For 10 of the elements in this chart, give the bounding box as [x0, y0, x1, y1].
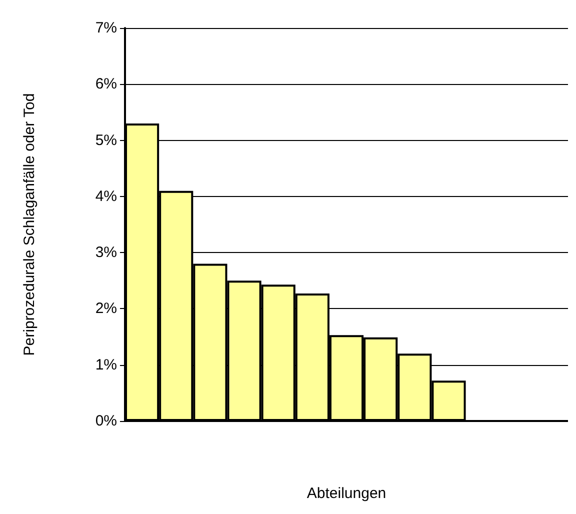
y-tick-label: 1%	[95, 356, 117, 374]
y-tick-label: 4%	[95, 188, 117, 205]
y-tick-label: 7%	[95, 20, 117, 36]
y-tick-label: 5%	[95, 132, 117, 149]
y-tick-label: 3%	[95, 244, 117, 262]
y-tick-label: 2%	[95, 300, 117, 318]
x-axis-title: Abteilungen	[306, 485, 386, 502]
y-tick-label: 0%	[95, 412, 117, 430]
y-tick-label: 6%	[95, 76, 117, 93]
y-axis-title: Periprozedurale Schlaganfälle oder Tod	[21, 93, 38, 356]
